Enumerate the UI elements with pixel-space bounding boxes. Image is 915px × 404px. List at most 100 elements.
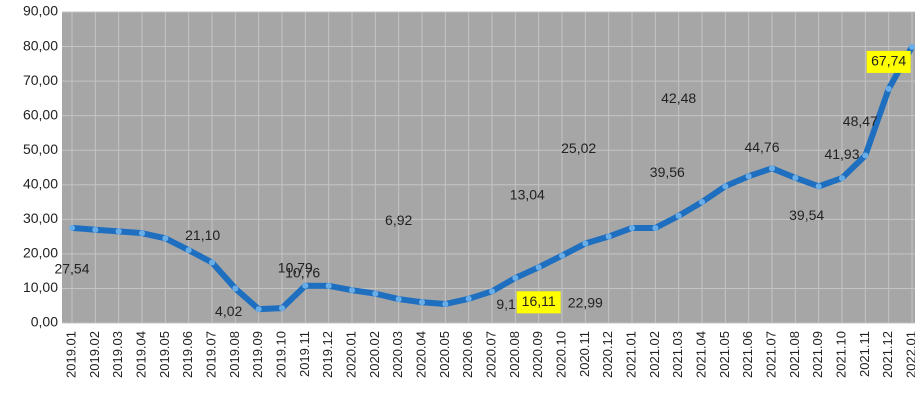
marker — [629, 224, 635, 231]
x-tick-label: 2020.11 — [577, 331, 592, 377]
marker — [652, 224, 659, 231]
marker — [232, 285, 239, 292]
x-tick-label: 2019.06 — [180, 331, 195, 378]
x-tick-label: 2021.10 — [833, 331, 848, 378]
x-tick-label: 2019.08 — [227, 331, 242, 378]
value-label: 4,02 — [215, 303, 242, 319]
label-highlight — [866, 50, 911, 73]
value-label: 42,48 — [661, 90, 696, 106]
x-tick-label: 2020.09 — [530, 331, 545, 378]
x-tick-label: 2019.04 — [133, 331, 148, 378]
marker — [69, 224, 75, 231]
marker — [675, 212, 682, 219]
x-tick-label: 2020.06 — [460, 331, 475, 378]
x-tick-label: 2021.02 — [647, 331, 662, 378]
value-label: 6,92 — [385, 212, 412, 228]
marker — [535, 264, 542, 271]
value-label: 27,54 — [54, 261, 89, 277]
x-tick-label: 2020.08 — [507, 331, 522, 378]
x-tick-label: 2021.09 — [810, 331, 825, 378]
value-label: 39,56 — [650, 164, 685, 180]
x-tick-label: 2021.06 — [740, 331, 755, 378]
marker — [815, 183, 822, 190]
marker — [885, 85, 892, 92]
marker — [139, 230, 145, 237]
x-tick-label: 2020.01 — [343, 331, 358, 378]
value-label: 16,11 — [522, 293, 556, 309]
marker — [395, 296, 402, 303]
plot-area — [62, 12, 915, 323]
label-highlight — [516, 291, 561, 314]
value-label: 13,04 — [510, 187, 545, 203]
y-tick-label: 60,00 — [23, 106, 58, 122]
marker — [162, 235, 169, 242]
marker — [372, 290, 379, 297]
marker — [325, 282, 332, 289]
marker — [92, 226, 99, 233]
y-tick-label: 50,00 — [23, 141, 58, 157]
marker — [769, 165, 775, 172]
marker — [909, 43, 915, 50]
x-tick-label: 2019.09 — [250, 331, 265, 378]
value-label: 41,93 — [824, 146, 859, 162]
y-tick-label: 80,00 — [23, 37, 58, 53]
marker — [255, 306, 262, 313]
marker — [699, 199, 705, 206]
value-label: 67,74 — [871, 53, 906, 69]
x-tick-label: 2019.12 — [320, 331, 335, 378]
marker — [605, 233, 612, 240]
x-tick-label: 2020.10 — [553, 331, 568, 378]
value-label: 25,02 — [561, 140, 596, 156]
value-label: 10,79 — [278, 259, 313, 275]
x-tick-label: 2020.04 — [413, 331, 428, 378]
x-tick-label: 2020.07 — [483, 331, 498, 378]
marker — [302, 282, 309, 289]
marker — [745, 173, 752, 180]
x-tick-label: 2021.12 — [880, 331, 895, 378]
y-tick-label: 10,00 — [23, 279, 58, 295]
x-tick-label: 2021.07 — [763, 331, 778, 378]
x-tick-label: 2019.01 — [63, 331, 78, 378]
value-label: 44,76 — [744, 139, 779, 155]
x-tick-label: 2019.03 — [110, 331, 125, 378]
marker — [115, 228, 122, 235]
x-tick-label: 2019.11 — [297, 331, 312, 377]
y-tick-label: 40,00 — [23, 175, 58, 191]
value-label: 10,76 — [285, 265, 320, 281]
marker — [489, 288, 495, 295]
value-label: 39,54 — [789, 207, 824, 223]
y-tick-label: 70,00 — [23, 72, 58, 88]
x-tick-label: 2019.05 — [157, 331, 172, 378]
value-label: 21,10 — [185, 227, 220, 243]
marker — [442, 300, 449, 307]
x-tick-label: 2019.02 — [87, 331, 102, 378]
x-tick-label: 2019.10 — [273, 331, 288, 378]
marker — [792, 174, 799, 181]
marker — [582, 240, 589, 247]
marker — [465, 295, 472, 302]
x-tick-label: 2020.02 — [367, 331, 382, 378]
x-tick-label: 2020.03 — [390, 331, 405, 378]
marker — [862, 152, 869, 159]
x-tick-label: 2021.01 — [623, 331, 638, 378]
marker — [349, 287, 355, 294]
value-label: 22,99 — [568, 294, 603, 310]
marker — [419, 299, 425, 306]
marker — [185, 247, 192, 254]
marker — [559, 252, 565, 259]
y-tick-label: 30,00 — [23, 210, 58, 226]
x-tick-label: 2021.08 — [787, 331, 802, 378]
y-tick-label: 0,00 — [31, 314, 58, 330]
marker — [512, 274, 519, 281]
x-tick-label: 2021.05 — [717, 331, 732, 378]
y-tick-label: 90,00 — [23, 3, 58, 19]
x-tick-label: 2021.04 — [693, 331, 708, 378]
marker — [839, 175, 845, 182]
x-tick-label: 2020.05 — [437, 331, 452, 378]
marker — [722, 183, 729, 190]
marker — [209, 259, 215, 266]
value-label: 48,47 — [843, 113, 878, 129]
x-tick-label: 2020.12 — [600, 331, 615, 378]
x-tick-label: 2021.03 — [670, 331, 685, 378]
